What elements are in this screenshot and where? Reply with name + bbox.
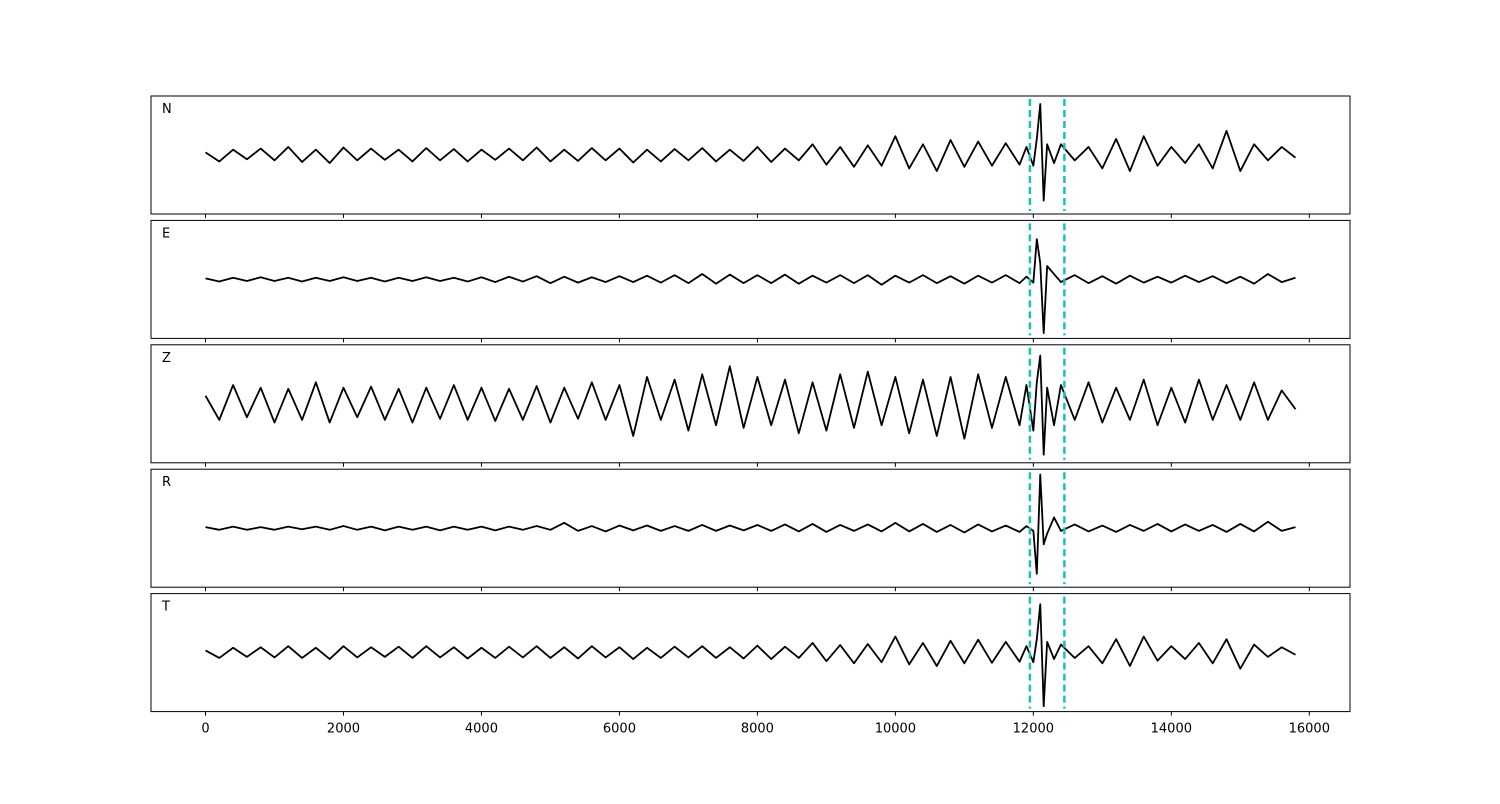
trace <box>205 473 1296 575</box>
panel-frame <box>150 219 1351 339</box>
x-tick-label: 14000 <box>1151 722 1192 737</box>
x-tick-label: 12000 <box>1013 722 1054 737</box>
panel-frame <box>150 593 1351 713</box>
trace <box>205 103 1297 202</box>
trace <box>205 238 1296 334</box>
panel-frame <box>150 95 1351 215</box>
panel-label: E <box>162 226 170 241</box>
x-tick-label: 10000 <box>875 722 916 737</box>
x-tick-label: 8000 <box>741 722 774 737</box>
trace <box>205 603 1296 708</box>
panel-label: N <box>162 102 172 117</box>
panel-label: T <box>161 600 170 615</box>
x-tick-label: 2000 <box>327 722 360 737</box>
panel-label: R <box>162 475 171 490</box>
x-tick-label: 4000 <box>465 722 498 737</box>
panel-frame <box>150 344 1351 464</box>
x-tick-label: 0 <box>201 722 209 737</box>
trace <box>204 354 1297 456</box>
x-tick-label: 16000 <box>1289 722 1330 737</box>
panel-frame <box>150 468 1351 588</box>
panel-label: Z <box>162 351 171 366</box>
x-tick-label: 6000 <box>603 722 636 737</box>
